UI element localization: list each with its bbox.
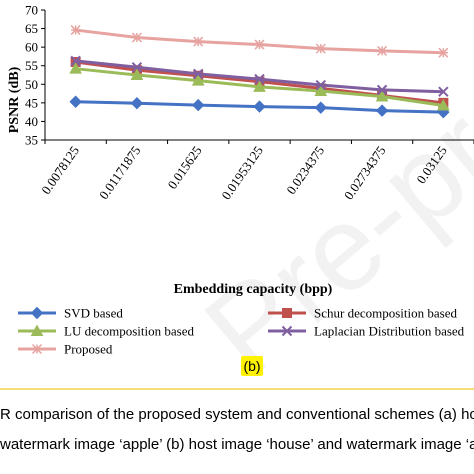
psnr-line-chart: Pre-proof 35 40 45 50 55 60 65 70 0.0078125 0.011… — [0, 0, 474, 400]
point-marker — [315, 79, 326, 91]
y-tick-label: 70 — [25, 3, 38, 18]
point-marker — [31, 343, 43, 355]
legend-entry: Laplacian Distribution based — [268, 324, 465, 339]
point-marker — [253, 100, 266, 113]
point-marker — [377, 45, 388, 56]
legend-entry: Proposed — [18, 342, 113, 357]
point-marker — [254, 39, 265, 50]
point-marker — [192, 98, 205, 112]
x-tick-label: 0.01171875 — [96, 143, 143, 202]
legend-label: SVD based — [64, 306, 123, 321]
point-marker — [30, 324, 44, 336]
legend-label: Proposed — [64, 342, 113, 357]
point-marker — [437, 98, 450, 111]
series-laplacian-distribution-based — [70, 55, 449, 97]
legend-label: Schur decomposition based — [314, 306, 457, 321]
series-proposed — [70, 25, 449, 58]
point-marker — [438, 47, 449, 58]
point-marker — [130, 97, 144, 110]
legend-entry: Schur decomposition based — [268, 306, 457, 321]
x-tick-label: 0.015625 — [164, 143, 204, 192]
point-marker — [70, 55, 81, 67]
point-marker — [30, 306, 44, 320]
caption-line-2: watermark image ‘apple’ (b) host image ‘… — [0, 436, 474, 453]
legend-label: LU decomposition based — [64, 324, 194, 339]
point-marker — [193, 36, 204, 47]
point-marker — [376, 84, 388, 96]
y-axis-title: PSNR (dB) — [7, 66, 22, 133]
point-marker — [254, 73, 265, 85]
panel-label: (b) — [241, 356, 263, 376]
point-marker — [193, 68, 204, 80]
point-marker — [69, 95, 82, 108]
point-marker — [314, 84, 328, 96]
legend-label: Laplacian Distribution based — [314, 324, 465, 339]
y-tick-label: 40 — [25, 114, 38, 129]
point-marker — [130, 68, 144, 80]
y-tick-label: 65 — [25, 21, 38, 36]
legend-entry: SVD based — [18, 306, 123, 321]
y-tick-label: 55 — [25, 58, 38, 73]
point-marker — [315, 43, 326, 54]
point-marker — [131, 61, 143, 73]
legend-entry: LU decomposition based — [18, 324, 194, 339]
watermark: Pre-proof — [181, 0, 474, 400]
caption-line-1: R comparison of the proposed system and … — [0, 406, 474, 423]
point-marker — [282, 308, 292, 318]
x-axis-title: Embedding capacity (bpp) — [174, 282, 333, 297]
point-marker — [314, 101, 327, 114]
x-tick-label: 0.0078125 — [38, 143, 82, 197]
point-marker — [69, 62, 82, 74]
legend: SVD based Schur decomposition based LU dec… — [18, 306, 465, 357]
point-marker — [70, 25, 81, 36]
point-marker — [438, 86, 449, 97]
y-tick-label: 45 — [25, 95, 38, 110]
y-tick-label: 60 — [25, 40, 38, 55]
point-marker — [191, 74, 205, 86]
point-marker — [375, 90, 389, 102]
point-marker — [375, 104, 389, 117]
point-marker — [281, 325, 293, 337]
x-tick-label: 0.01953125 — [218, 143, 266, 202]
watermark-text: Pre-proof — [181, 0, 474, 400]
y-tick-label: 35 — [25, 133, 38, 148]
point-marker — [131, 32, 142, 43]
series-lu-decomposition-based — [69, 62, 450, 111]
point-marker — [253, 80, 266, 92]
y-tick-label: 50 — [25, 77, 38, 92]
